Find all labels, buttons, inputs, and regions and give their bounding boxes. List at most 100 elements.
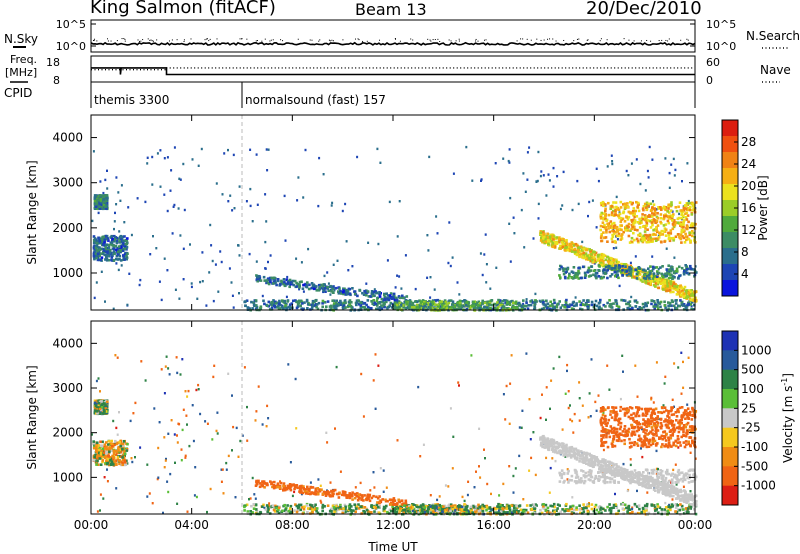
near-range-cell [335,307,338,310]
scatter-cell [627,174,630,177]
feature-cell [539,239,543,242]
feature-cell [633,238,636,242]
scatter-cell [296,199,299,202]
feature-cell [653,210,657,214]
near-range-cell [689,505,693,509]
feature-cell [393,298,397,301]
near-range-cell [493,511,497,514]
scatter-cell [255,260,258,263]
scatter-cell [339,470,342,473]
scatter-cell [664,375,667,378]
near-range-cell [436,503,440,506]
scatter-cell [451,256,454,259]
feature-cell [685,218,689,221]
feature-cell [383,293,386,297]
feature-cell [664,214,668,218]
feature-cell [561,245,565,249]
scatter-cell [577,202,580,206]
near-range-cell [339,301,343,305]
feature-cell [487,303,491,306]
feature-cell [648,233,652,237]
scatter-cell [219,250,222,253]
feature-cell [612,225,616,228]
scatter-cell [463,499,466,503]
near-range-cell [623,503,627,507]
scatter-cell [267,148,270,151]
near-range-cell [542,503,545,506]
near-range-cell [660,508,664,511]
near-range-cell [262,503,265,507]
near-range-cell [502,307,505,310]
noise-dot [206,38,208,40]
near-range-cell [434,299,437,303]
feature-cell [621,217,625,221]
near-range-cell [288,303,292,306]
scatter-cell [631,506,634,509]
scatter-cell [116,433,119,436]
scatter-cell [347,269,350,272]
scatter-cell [672,157,675,161]
near-range-cell [493,307,497,310]
feature-cell [548,235,552,238]
feature-cell [661,265,664,268]
feature-cell [583,276,587,279]
feature-cell [111,254,114,257]
feature-cell [642,208,645,212]
near-range-cell [355,503,359,507]
feature-cell [684,271,688,274]
near-range-cell [610,302,613,306]
feature-cell [664,228,668,231]
near-range-cell [558,504,561,507]
scatter-cell [167,367,170,370]
feature-cell [682,236,686,240]
feature-cell [104,207,108,210]
near-range-cell [636,511,640,515]
near-range-cell [544,303,547,306]
near-range-cell [267,304,270,308]
near-range-cell [689,507,692,510]
feature-cell [631,211,635,215]
feature-cell [432,307,435,310]
feature-cell [588,248,591,251]
scatter-cell [457,381,460,384]
feature-cell [262,275,266,279]
feature-cell [440,307,443,310]
near-range-cell [660,510,664,513]
scatter-cell [629,463,632,467]
scatter-cell [113,227,115,231]
feature-cell [419,301,422,304]
feature-cell [367,295,371,298]
feature-cell [579,245,583,248]
scatter-cell [130,233,133,237]
feature-cell [682,207,686,210]
scatter-cell [655,449,658,453]
noise-dot [477,40,479,42]
feature-cell [121,239,125,243]
near-range-cell [680,300,684,304]
near-range-cell [363,306,366,309]
near-range-cell [274,504,277,508]
feature-cell [630,266,634,269]
near-range-cell [582,510,586,513]
near-range-cell [666,509,669,513]
feature-cell [405,300,408,304]
scatter-cell [264,193,267,196]
feature-cell [686,214,690,217]
noise-dot [680,39,682,41]
feature-cell [685,266,688,270]
near-range-cell [438,303,441,306]
feature-cell [675,285,679,289]
scatter-cell [153,407,156,410]
scatter-cell [165,355,168,358]
scatter-cell [494,162,497,165]
feature-cell [644,227,647,230]
feature-cell [255,274,258,277]
feature-cell [298,286,301,289]
feature-cell [594,251,598,255]
feature-cell [398,301,402,305]
near-range-cell [606,505,609,509]
feature-cell [673,219,676,222]
feature-cell [541,231,545,234]
scatter-cell [112,419,115,423]
feature-cell [655,226,658,230]
